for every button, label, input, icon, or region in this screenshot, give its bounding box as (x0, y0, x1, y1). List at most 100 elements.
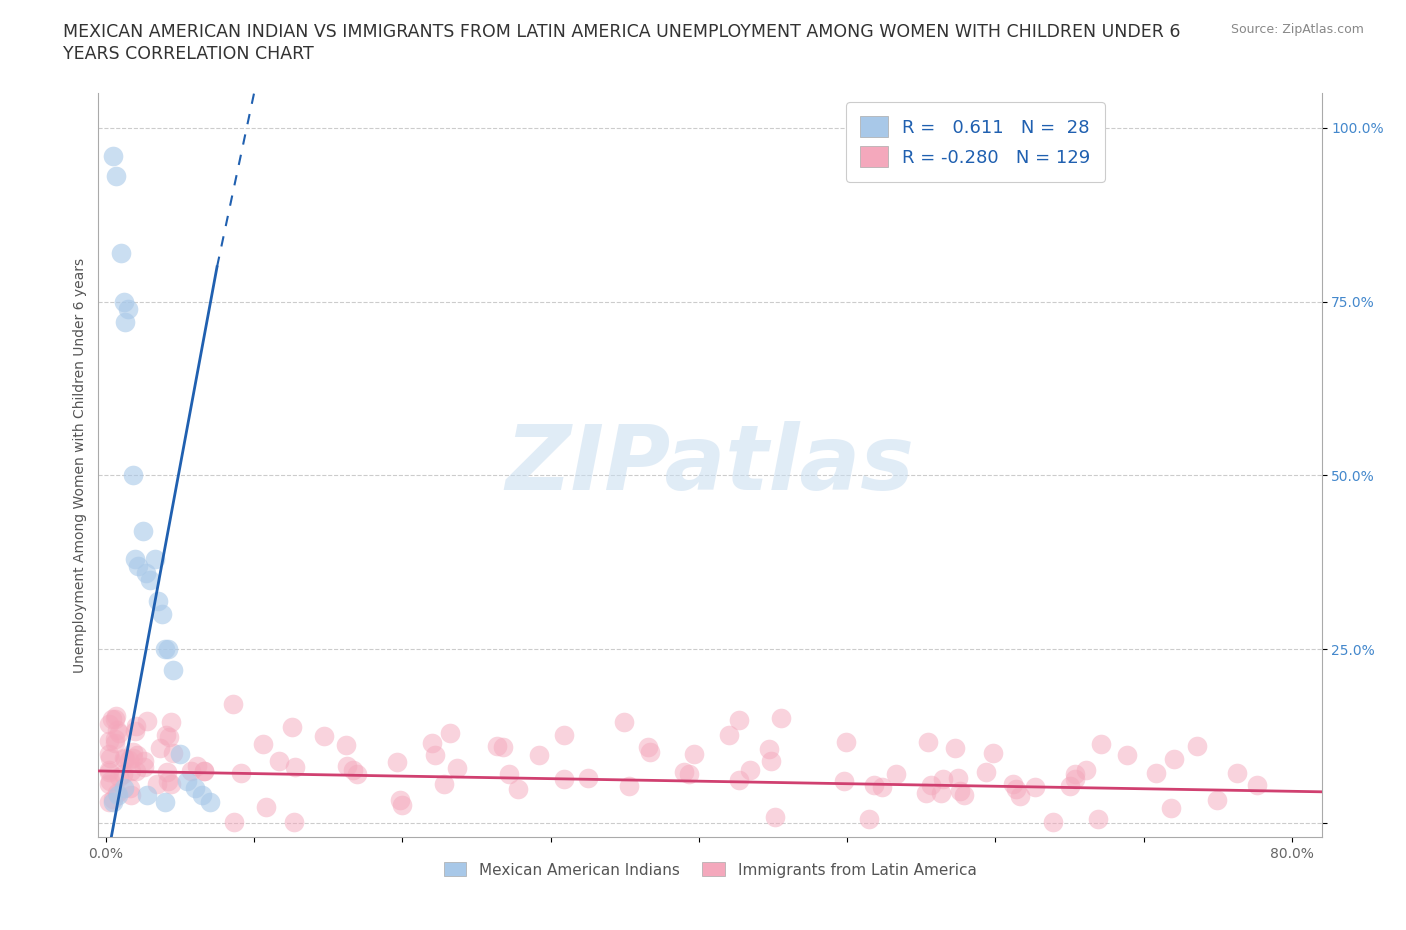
Point (136, 713, 159, 728)
Point (112, 294, 135, 309)
Point (104, 711, 127, 726)
Point (157, 730, 180, 745)
Point (117, 301, 139, 316)
Point (193, 764, 215, 778)
Point (107, 788, 129, 803)
Point (222, 815, 245, 830)
Point (672, 764, 695, 779)
Point (433, 777, 456, 791)
Point (145, 777, 167, 791)
Point (1005, 782, 1028, 797)
Point (1146, 765, 1168, 780)
Point (1160, 800, 1182, 815)
Point (617, 778, 640, 793)
Point (834, 774, 856, 789)
Point (682, 747, 704, 762)
Point (974, 764, 997, 779)
Point (114, 315, 136, 330)
Point (1010, 788, 1032, 803)
Point (127, 558, 149, 573)
Point (156, 764, 179, 779)
Point (763, 810, 786, 825)
Point (946, 770, 969, 785)
Point (114, 751, 136, 766)
Point (120, 764, 142, 778)
Point (191, 788, 214, 803)
Point (637, 740, 659, 755)
Point (157, 774, 180, 789)
Point (97, 717, 120, 732)
Point (160, 777, 183, 791)
Point (186, 758, 208, 773)
Point (180, 764, 202, 778)
Point (527, 748, 550, 763)
Point (176, 774, 198, 789)
Point (863, 777, 886, 792)
Point (153, 642, 176, 657)
Point (917, 735, 939, 750)
Point (678, 766, 700, 781)
Point (1115, 748, 1137, 763)
Point (281, 719, 304, 734)
Point (124, 551, 146, 566)
Point (834, 734, 856, 749)
Point (884, 767, 907, 782)
Point (769, 711, 792, 725)
Point (122, 751, 145, 765)
Point (184, 781, 207, 796)
Point (254, 800, 277, 815)
Point (107, 725, 129, 740)
Point (439, 725, 461, 740)
Point (120, 788, 142, 803)
Point (135, 565, 157, 580)
Point (112, 781, 135, 796)
Point (105, 785, 128, 800)
Point (346, 766, 368, 781)
Point (103, 795, 125, 810)
Text: YEARS CORRELATION CHART: YEARS CORRELATION CHART (63, 45, 314, 62)
Point (105, 169, 128, 184)
Point (101, 791, 124, 806)
Point (953, 787, 976, 802)
Point (446, 761, 468, 776)
Point (492, 739, 515, 754)
Point (1090, 737, 1112, 751)
Point (613, 714, 636, 729)
Point (1246, 777, 1268, 792)
Point (157, 642, 180, 657)
Point (420, 736, 443, 751)
Point (1087, 812, 1109, 827)
Point (423, 747, 446, 762)
Point (1059, 778, 1081, 793)
Point (508, 781, 530, 796)
Point (97, 762, 120, 777)
Point (553, 772, 575, 787)
Point (162, 663, 184, 678)
Point (98, 751, 121, 765)
Point (284, 760, 307, 775)
Point (97, 734, 120, 749)
Point (553, 727, 575, 742)
Point (104, 731, 127, 746)
Point (981, 745, 1004, 760)
Point (1042, 815, 1064, 830)
Point (342, 763, 364, 777)
Point (336, 759, 359, 774)
Point (97, 747, 120, 762)
Point (98, 795, 121, 810)
Point (761, 753, 783, 768)
Point (104, 709, 127, 724)
Point (758, 741, 780, 756)
Point (1185, 738, 1208, 753)
Point (389, 792, 412, 807)
Point (222, 697, 245, 711)
Point (929, 786, 952, 801)
Point (136, 788, 159, 803)
Point (1226, 765, 1249, 780)
Point (114, 751, 136, 765)
Point (118, 752, 141, 767)
Point (198, 795, 221, 810)
Point (1163, 751, 1185, 766)
Point (124, 764, 146, 778)
Point (146, 593, 169, 608)
